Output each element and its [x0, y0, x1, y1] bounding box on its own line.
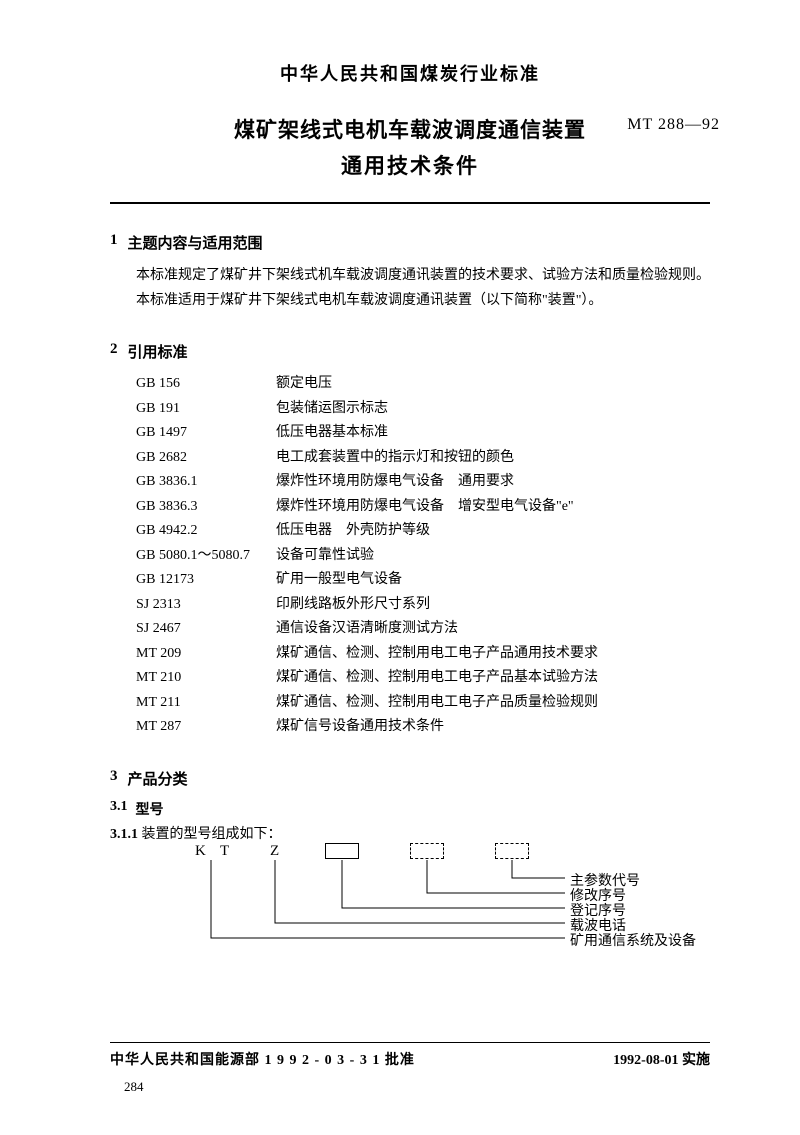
section-2-heading: 2 引用标准 [110, 341, 710, 362]
reference-code: MT 287 [136, 715, 276, 740]
reference-row: GB 5080.1～5080.7设备可靠性试验 [136, 544, 710, 569]
title-block: 煤矿架线式电机车载波调度通信装置 通用技术条件 MT 288—92 [110, 114, 710, 180]
reference-desc: 通信设备汉语清晰度测试方法 [276, 617, 458, 642]
standard-code: MT 288—92 [627, 116, 720, 134]
footer: 中华人民共和国能源部 1 9 9 2 - 0 3 - 3 1 批准 1992-0… [110, 1042, 710, 1095]
model-letter-Z: Z [270, 843, 281, 860]
section-1-title: 主题内容与适用范围 [128, 232, 263, 253]
reference-row: SJ 2467通信设备汉语清晰度测试方法 [136, 617, 710, 642]
reference-desc: 电工成套装置中的指示灯和按钮的颜色 [276, 446, 514, 471]
references-list: GB 156额定电压GB 191包装储运图示标志GB 1497低压电器基本标准G… [136, 372, 710, 740]
section-2-num: 2 [110, 341, 118, 362]
reference-code: GB 156 [136, 372, 276, 397]
footer-approval: 中华人民共和国能源部 1 9 9 2 - 0 3 - 3 1 批准 [110, 1049, 415, 1069]
footer-line: 中华人民共和国能源部 1 9 9 2 - 0 3 - 3 1 批准 1992-0… [110, 1043, 710, 1069]
model-box-dashed1 [410, 843, 444, 859]
title-line1: 煤矿架线式电机车载波调度通信装置 [110, 114, 710, 144]
section-3-heading: 3 产品分类 [110, 768, 710, 789]
reference-row: GB 3836.1爆炸性环境用防爆电气设备 通用要求 [136, 470, 710, 495]
reference-row: GB 1497低压电器基本标准 [136, 421, 710, 446]
section-2-title: 引用标准 [128, 341, 188, 362]
section-3-num: 3 [110, 768, 118, 789]
reference-row: GB 4942.2低压电器 外壳防护等级 [136, 519, 710, 544]
section-3-1-heading: 3.1 型号 [110, 799, 710, 819]
reference-desc: 额定电压 [276, 372, 332, 397]
reference-desc: 爆炸性环境用防爆电气设备 通用要求 [276, 470, 514, 495]
reference-code: GB 2682 [136, 446, 276, 471]
reference-desc: 爆炸性环境用防爆电气设备 增安型电气设备"e" [276, 495, 574, 520]
section-3-1-title: 型号 [136, 799, 164, 819]
reference-desc: 煤矿通信、检测、控制用电工电子产品基本试验方法 [276, 666, 598, 691]
reference-code: GB 1497 [136, 421, 276, 446]
reference-code: GB 4942.2 [136, 519, 276, 544]
reference-row: GB 191包装储运图示标志 [136, 397, 710, 422]
reference-desc: 煤矿通信、检测、控制用电工电子产品通用技术要求 [276, 642, 598, 667]
reference-desc: 包装储运图示标志 [276, 397, 388, 422]
reference-code: SJ 2313 [136, 593, 276, 618]
section-1-p1: 本标准规定了煤矿井下架线式机车载波调度通讯装置的技术要求、试验方法和质量检验规则… [136, 263, 710, 288]
reference-code: GB 191 [136, 397, 276, 422]
reference-code: GB 5080.1～5080.7 [136, 544, 276, 569]
reference-row: MT 211煤矿通信、检测、控制用电工电子产品质量检验规则 [136, 691, 710, 716]
reference-code: SJ 2467 [136, 617, 276, 642]
section-3-1-1-text: 装置的型号组成如下： [142, 827, 282, 842]
reference-desc: 低压电器 外壳防护等级 [276, 519, 430, 544]
reference-row: GB 12173矿用一般型电气设备 [136, 568, 710, 593]
reference-code: GB 12173 [136, 568, 276, 593]
reference-row: GB 156额定电压 [136, 372, 710, 397]
reference-desc: 设备可靠性试验 [276, 544, 374, 569]
reference-desc: 低压电器基本标准 [276, 421, 388, 446]
reference-row: GB 3836.3爆炸性环境用防爆电气设备 增安型电气设备"e" [136, 495, 710, 520]
section-3-1-num: 3.1 [110, 799, 128, 819]
reference-code: MT 211 [136, 691, 276, 716]
model-box-solid [325, 843, 359, 859]
label-mining-sys: 矿用通信系统及设备 [570, 930, 696, 950]
title-rule [110, 202, 710, 204]
reference-row: GB 2682电工成套装置中的指示灯和按钮的颜色 [136, 446, 710, 471]
model-box-dashed2 [495, 843, 529, 859]
bracket-lines [165, 860, 565, 990]
reference-code: GB 3836.1 [136, 470, 276, 495]
reference-row: MT 209煤矿通信、检测、控制用电工电子产品通用技术要求 [136, 642, 710, 667]
reference-code: MT 210 [136, 666, 276, 691]
reference-row: MT 210煤矿通信、检测、控制用电工电子产品基本试验方法 [136, 666, 710, 691]
title-line2: 通用技术条件 [110, 150, 710, 180]
reference-desc: 煤矿信号设备通用技术条件 [276, 715, 444, 740]
model-letter-K: K [195, 843, 208, 860]
section-1-heading: 1 主题内容与适用范围 [110, 232, 710, 253]
model-diagram: K T Z 主参数代号 修改序号 登记序号 载波电话 矿用通信系统及设备 [165, 843, 710, 1003]
reference-row: MT 287煤矿信号设备通用技术条件 [136, 715, 710, 740]
section-1-p2: 本标准适用于煤矿井下架线式电机车载波调度通讯装置（以下简称"装置"）。 [136, 288, 710, 313]
page-number: 284 [124, 1079, 710, 1095]
reference-code: MT 209 [136, 642, 276, 667]
reference-desc: 煤矿通信、检测、控制用电工电子产品质量检验规则 [276, 691, 598, 716]
reference-row: SJ 2313印刷线路板外形尺寸系列 [136, 593, 710, 618]
reference-desc: 矿用一般型电气设备 [276, 568, 402, 593]
footer-effective: 1992-08-01 实施 [613, 1049, 710, 1069]
reference-code: GB 3836.3 [136, 495, 276, 520]
section-3-1-1: 3.1.1 装置的型号组成如下： [110, 823, 710, 843]
section-1-num: 1 [110, 232, 118, 253]
section-3-1-1-num: 3.1.1 [110, 827, 138, 842]
reference-desc: 印刷线路板外形尺寸系列 [276, 593, 430, 618]
model-letter-T: T [220, 843, 231, 860]
issuing-org: 中华人民共和国煤炭行业标准 [110, 60, 710, 86]
section-3-title: 产品分类 [128, 768, 188, 789]
page-content: 中华人民共和国煤炭行业标准 煤矿架线式电机车载波调度通信装置 通用技术条件 MT… [0, 0, 800, 1043]
